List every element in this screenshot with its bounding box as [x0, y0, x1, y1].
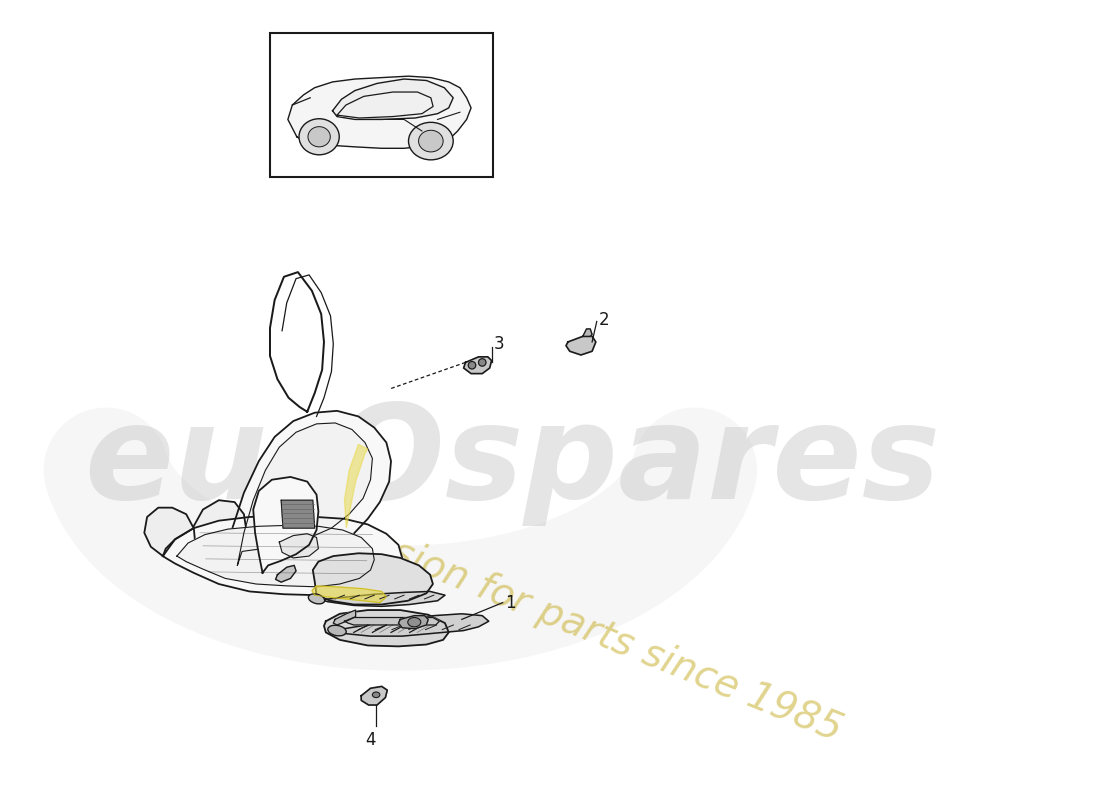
Polygon shape — [361, 686, 387, 705]
Polygon shape — [337, 92, 433, 118]
Polygon shape — [333, 614, 488, 636]
Polygon shape — [253, 477, 318, 573]
Text: 4: 4 — [365, 731, 376, 749]
Polygon shape — [344, 444, 367, 528]
Polygon shape — [333, 610, 355, 625]
Ellipse shape — [299, 118, 339, 154]
Ellipse shape — [408, 618, 421, 627]
Ellipse shape — [308, 594, 324, 604]
Polygon shape — [583, 329, 592, 336]
Polygon shape — [177, 526, 374, 586]
Ellipse shape — [373, 692, 380, 698]
Text: a passion for parts since 1985: a passion for parts since 1985 — [288, 494, 847, 749]
Polygon shape — [332, 79, 453, 119]
Polygon shape — [566, 336, 596, 355]
Polygon shape — [288, 76, 471, 148]
Text: 1: 1 — [506, 594, 516, 612]
Polygon shape — [238, 423, 373, 566]
Polygon shape — [324, 610, 449, 646]
Bar — [270, 33, 494, 177]
Polygon shape — [398, 616, 428, 629]
Polygon shape — [282, 500, 315, 528]
Polygon shape — [279, 534, 318, 558]
Polygon shape — [221, 411, 390, 577]
Polygon shape — [344, 618, 439, 625]
Circle shape — [469, 362, 475, 369]
Polygon shape — [276, 566, 296, 582]
Polygon shape — [312, 554, 433, 605]
Polygon shape — [315, 591, 446, 606]
Text: 2: 2 — [598, 310, 609, 329]
Polygon shape — [194, 500, 246, 574]
Ellipse shape — [408, 122, 453, 160]
Ellipse shape — [419, 130, 443, 152]
Polygon shape — [463, 357, 492, 374]
Polygon shape — [144, 508, 194, 556]
Ellipse shape — [328, 626, 346, 636]
Ellipse shape — [308, 126, 330, 147]
Circle shape — [478, 358, 486, 366]
Polygon shape — [163, 516, 403, 595]
Text: eurOspares: eurOspares — [84, 399, 940, 526]
Text: 3: 3 — [494, 335, 504, 353]
Polygon shape — [312, 586, 386, 602]
